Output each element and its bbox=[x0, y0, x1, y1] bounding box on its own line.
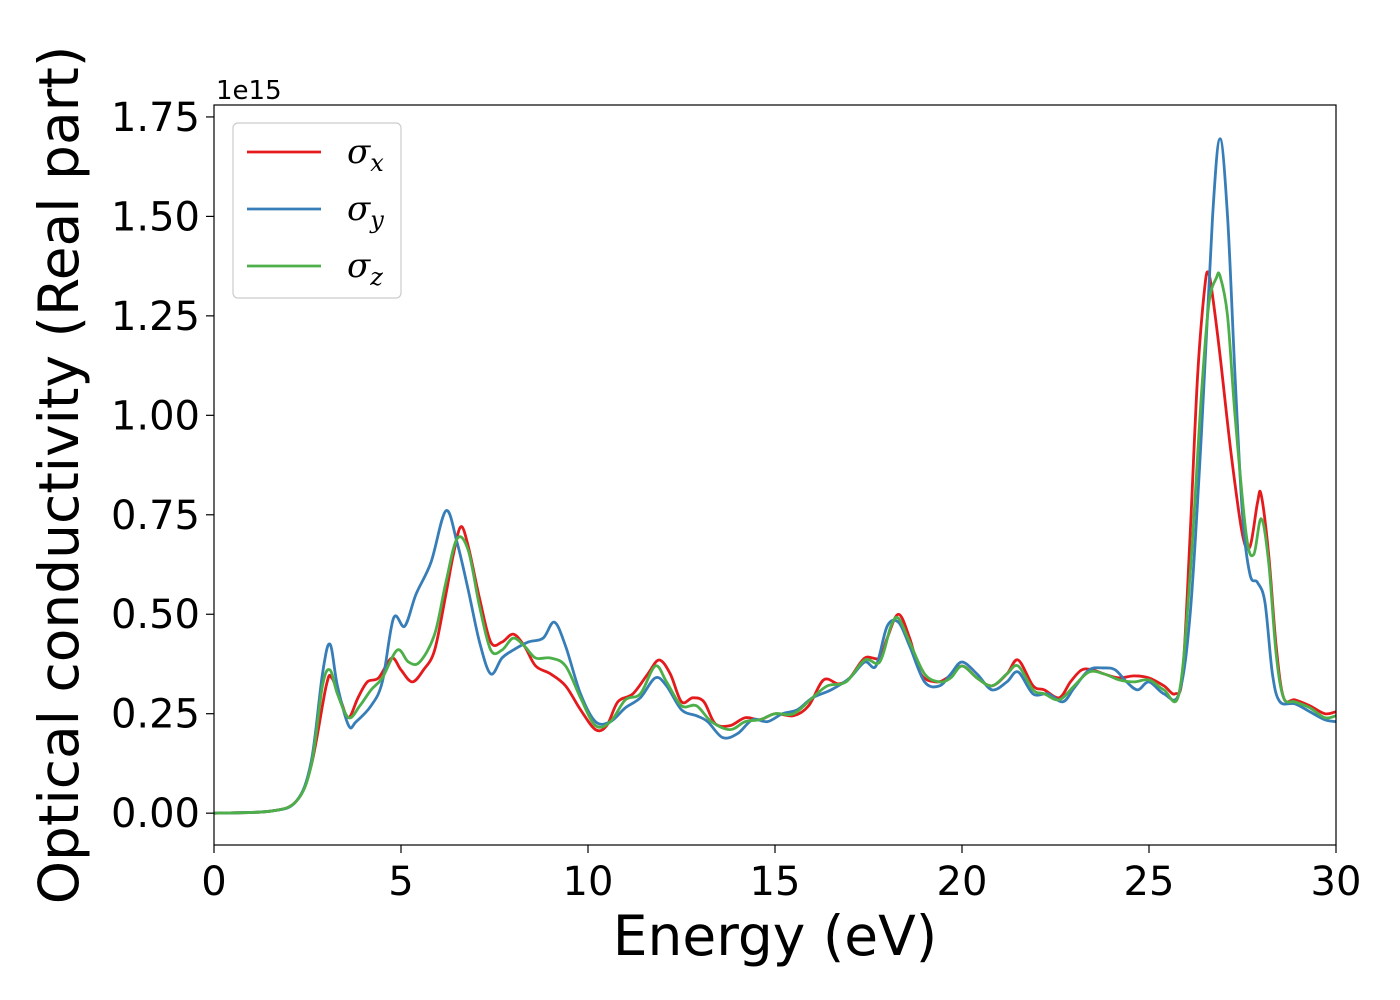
x-tick-label: 30 bbox=[1311, 859, 1362, 905]
y-axis: 0.00 0.25 0.50 0.75 1.00 1.25 1.50 1.75 bbox=[111, 95, 214, 837]
x-tick-label: 0 bbox=[201, 859, 226, 905]
legend-box bbox=[232, 122, 402, 299]
y-tick-label: 1.25 bbox=[111, 294, 200, 340]
legend: σx σy σz bbox=[232, 122, 402, 299]
legend-label-sigma-y: σy bbox=[347, 189, 384, 234]
y-axis-label: Optical conductivity (Real part) bbox=[27, 46, 91, 905]
series-layer bbox=[214, 137, 1336, 815]
x-tick-label: 10 bbox=[563, 859, 614, 905]
x-axis: 0 5 10 15 20 25 30 bbox=[201, 845, 1361, 905]
x-tick-label: 20 bbox=[937, 859, 988, 905]
series-line-sigma-z bbox=[214, 271, 1336, 815]
legend-label-sigma-x: σx bbox=[347, 132, 384, 177]
x-tick-label: 15 bbox=[750, 859, 801, 905]
y-tick-label: 0.00 bbox=[111, 791, 200, 837]
x-tick-label: 5 bbox=[388, 859, 413, 905]
y-tick-label: 1.75 bbox=[111, 95, 200, 141]
y-tick-label: 0.25 bbox=[111, 692, 200, 738]
y-tick-label: 0.50 bbox=[111, 592, 200, 638]
x-tick-label: 25 bbox=[1124, 859, 1175, 905]
y-tick-label: 0.75 bbox=[111, 493, 200, 539]
y-tick-label: 1.50 bbox=[111, 194, 200, 240]
y-offset-label: 1e15 bbox=[216, 76, 282, 106]
y-tick-label: 1.00 bbox=[111, 393, 200, 439]
x-axis-label: Energy (eV) bbox=[613, 904, 937, 968]
legend-label-sigma-z: σz bbox=[347, 246, 383, 291]
